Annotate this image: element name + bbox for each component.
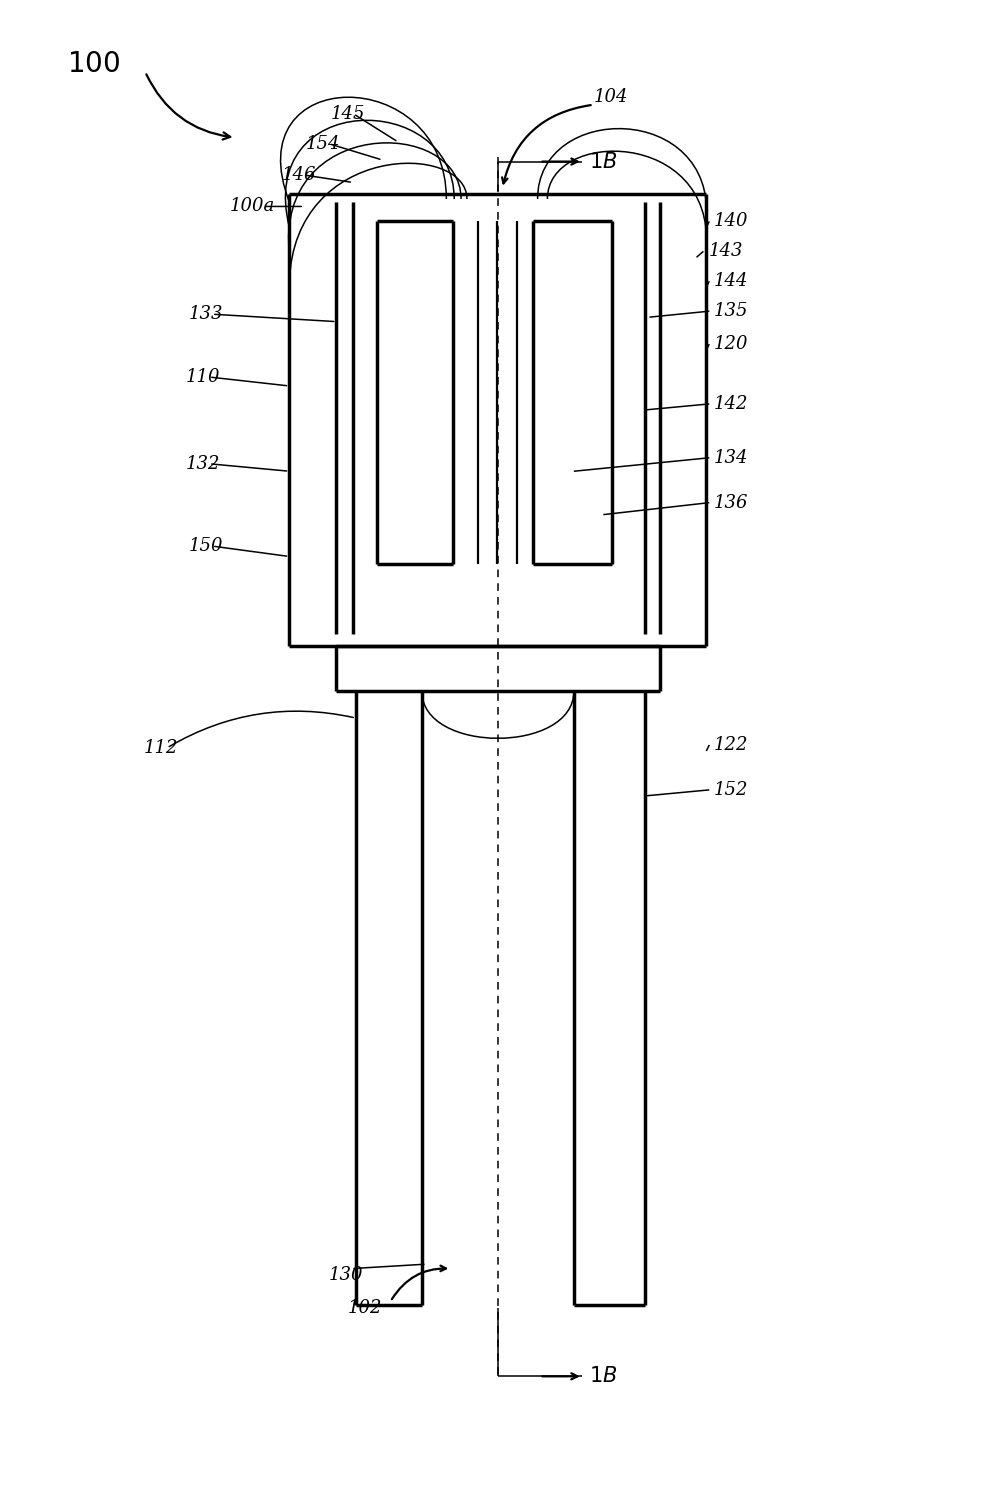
Text: 122: 122 [714, 736, 749, 754]
Text: 143: 143 [708, 242, 743, 260]
Text: 142: 142 [714, 395, 749, 413]
Text: 135: 135 [714, 302, 749, 320]
Text: 110: 110 [186, 368, 221, 386]
Text: 102: 102 [348, 1299, 383, 1316]
Text: 136: 136 [714, 494, 749, 512]
Text: 120: 120 [714, 335, 749, 353]
Text: 133: 133 [189, 305, 224, 323]
Text: 144: 144 [714, 272, 749, 290]
Text: $\mathbf{\mathit{100}}$: $\mathbf{\mathit{100}}$ [67, 51, 120, 78]
Text: 145: 145 [331, 105, 365, 123]
Text: 146: 146 [282, 166, 316, 184]
Text: 100a: 100a [230, 197, 275, 215]
Text: 130: 130 [329, 1266, 363, 1284]
Text: 134: 134 [714, 449, 749, 467]
Text: 150: 150 [189, 537, 224, 555]
Text: $\mathbf{\mathit{1B}}$: $\mathbf{\mathit{1B}}$ [589, 1366, 617, 1387]
Text: 140: 140 [714, 212, 749, 230]
Text: 104: 104 [594, 88, 628, 106]
Text: 132: 132 [186, 455, 221, 473]
Text: $\mathbf{\mathit{1B}}$: $\mathbf{\mathit{1B}}$ [589, 151, 617, 172]
Text: 154: 154 [306, 135, 340, 153]
Text: 112: 112 [144, 739, 179, 757]
Text: 152: 152 [714, 781, 749, 799]
